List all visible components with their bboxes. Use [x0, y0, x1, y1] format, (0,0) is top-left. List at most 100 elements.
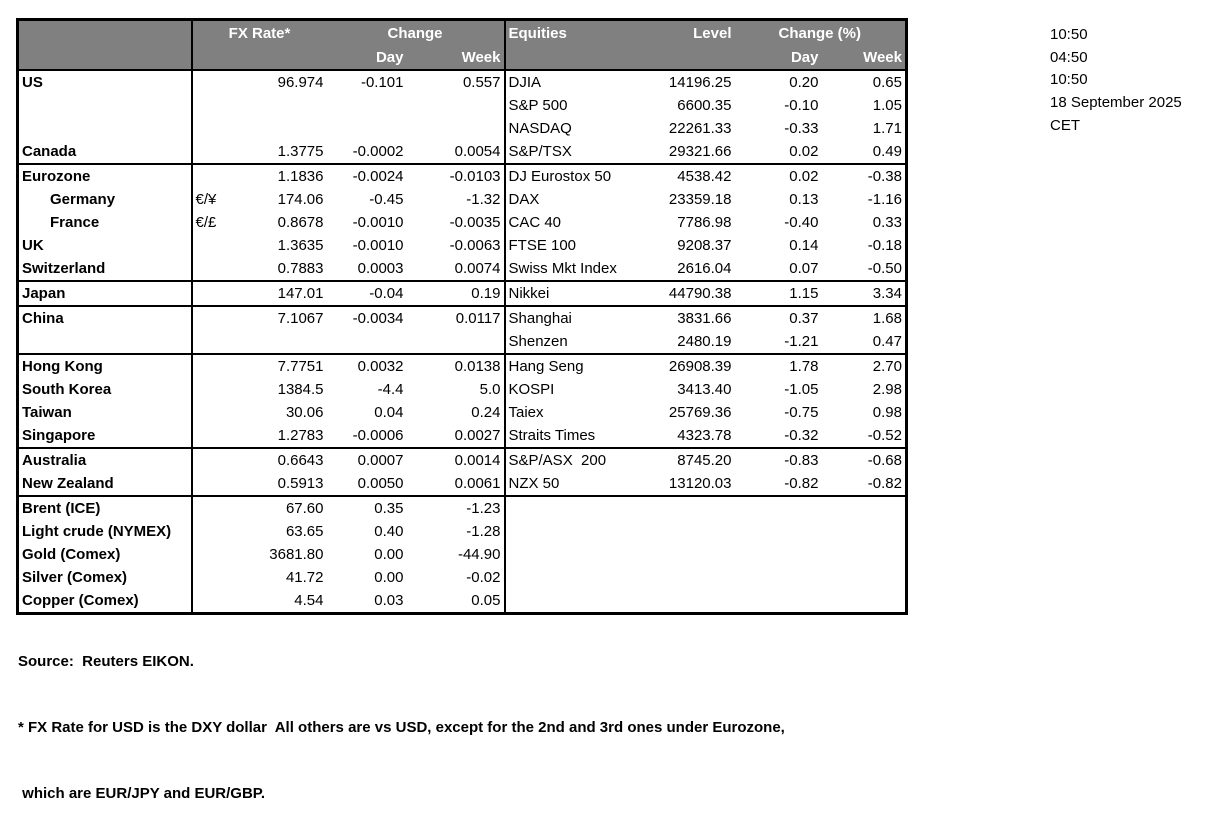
equity-day-cell: 1.78	[734, 353, 822, 378]
equity-level-cell: 22261.33	[668, 120, 732, 137]
table-row: Gold (Comex) 3681.80 0.00 -44.90	[18, 543, 907, 566]
equity-name-cell: NZX 50	[503, 472, 665, 496]
blank-header-cell	[221, 45, 327, 71]
fx-week-cell: -44.90	[457, 546, 501, 563]
equities-week-header: Week	[821, 45, 907, 71]
equity-name-cell: S&P 500	[503, 94, 665, 117]
equity-day-cell	[735, 520, 822, 543]
equity-name-cell	[503, 589, 665, 614]
table-row: Taiwan 30.06 0.04 0.24 Taiex 25769.36 -0.75 0.9…	[18, 401, 907, 424]
equity-name-cell: DJ Eurostox 50	[503, 163, 665, 188]
equity-day-cell: -0.82	[784, 475, 819, 492]
equity-day-cell: -0.32	[784, 427, 819, 444]
equity-name-cell	[503, 520, 665, 543]
fx-rate-cell: 7.7751	[221, 353, 327, 378]
equity-day-cell: 0.07	[789, 260, 819, 277]
fx-rate-cell: 1.1836	[221, 163, 327, 188]
fx-pair-cell	[190, 330, 222, 354]
table-row: S&P 500 6600.35 -0.10 1.05	[18, 94, 907, 117]
fx-country-cell: UK	[22, 237, 44, 254]
fx-day-cell: -0.0010	[352, 214, 404, 231]
fx-rate-cell: 0.7883	[277, 260, 324, 277]
equity-name-cell	[503, 495, 665, 520]
fx-country-cell: Taiwan	[22, 404, 72, 421]
fx-rate-cell	[222, 94, 327, 117]
equity-level-cell: 25769.36	[668, 404, 732, 421]
equity-day-cell: 0.02	[789, 143, 819, 160]
fx-country-cell: Canada	[22, 143, 77, 160]
fx-country-cell: Australia	[17, 447, 192, 472]
footer-notes: Source: Reuters EIKON. * FX Rate for USD…	[18, 607, 785, 827]
equity-week-cell: -0.52	[867, 427, 902, 444]
equity-week-cell: 2.70	[821, 353, 907, 378]
fx-rate-cell: 147.01	[221, 280, 327, 306]
table-row: South Korea 1384.5 -4.4 5.0 KOSPI 3413.40 -1.0…	[18, 378, 907, 401]
fx-rate-cell: 41.72	[285, 569, 324, 586]
blank-header-cell	[17, 19, 192, 45]
fx-pair-cell	[190, 447, 222, 472]
table-row: Eurozone 1.1836 -0.0024 -0.0103 DJ Eurostox …	[17, 163, 907, 188]
equity-week-cell	[822, 520, 907, 543]
fx-week-cell: 0.557	[462, 74, 501, 91]
table-row: US 96.974 -0.101 0.557 DJIA 14196.25 0.20 0.65	[18, 70, 907, 94]
fx-day-cell: -0.45	[369, 191, 404, 208]
equity-level-cell: 26908.39	[664, 353, 735, 378]
table-row: Copper (Comex) 4.54 0.03 0.05	[18, 589, 907, 614]
equities-header: Equities	[503, 19, 665, 45]
fx-pair-cell	[190, 520, 222, 543]
fx-pair-cell	[190, 589, 222, 614]
equity-week-cell: 2.98	[872, 381, 902, 398]
fx-country-cell: Gold (Comex)	[22, 546, 121, 563]
timestamp-line: 10:50	[1050, 71, 1088, 89]
fx-country-cell: South Korea	[22, 381, 112, 398]
equity-day-cell	[734, 495, 822, 520]
equity-day-cell: -0.83	[734, 447, 822, 472]
fx-day-cell: -0.04	[326, 280, 407, 306]
market-summary-table-wrap: FX Rate* Change Equities Level Change (%…	[16, 18, 908, 615]
equity-day-cell: 0.13	[789, 191, 819, 208]
equity-week-cell: 0.65	[872, 74, 902, 91]
fx-week-cell: 0.0061	[454, 475, 501, 492]
equity-name-cell: NASDAQ	[503, 117, 665, 140]
equity-name-cell: Nikkei	[503, 280, 665, 306]
table-row: Light crude (NYMEX) 63.65 0.40 -1.28	[18, 520, 907, 543]
fx-day-cell: -0.0010	[352, 237, 404, 254]
equity-level-cell	[665, 543, 735, 566]
fx-day-cell	[327, 330, 407, 354]
fx-day-cell: 0.03	[374, 592, 404, 609]
equity-level-cell: 29321.66	[668, 143, 732, 160]
fx-pair-cell: €/¥	[190, 188, 222, 211]
table-row: Germany €/¥ 174.06 -0.45 -1.32 DAX 23359.18 0.1…	[18, 188, 907, 211]
equity-level-cell: 14196.25	[668, 74, 732, 91]
fx-week-cell	[407, 94, 505, 117]
fx-country-cell: US	[22, 74, 43, 91]
fx-country-cell	[18, 330, 192, 354]
table-row: Singapore 1.2783 -0.0006 0.0027 Straits Time…	[18, 424, 907, 448]
fx-day-cell: 0.0007	[326, 447, 407, 472]
fx-rate-cell: 3681.80	[269, 546, 324, 563]
fx-day-cell: -0.0002	[352, 143, 404, 160]
table-row: France €/£ 0.8678 -0.0010 -0.0035 CAC 40 7786.…	[18, 211, 907, 234]
fx-country-cell: Copper (Comex)	[22, 592, 139, 609]
fx-pair-cell	[190, 305, 222, 330]
table-row: Australia 0.6643 0.0007 0.0014 S&P/ASX 200 87…	[17, 447, 907, 472]
equity-week-cell: 0.33	[872, 214, 902, 231]
equity-day-cell: -1.05	[784, 381, 819, 398]
fx-country-cell	[18, 94, 192, 117]
fx-day-cell: -0.0034	[326, 305, 407, 330]
footnote-line-2: which are EUR/JPY and EUR/GBP.	[18, 785, 266, 802]
fx-day-cell: 0.40	[374, 523, 404, 540]
fx-rate-cell: 0.8678	[277, 214, 324, 231]
fx-day-cell: -0.0024	[326, 163, 407, 188]
fx-week-cell: -1.32	[466, 191, 501, 208]
equity-week-cell: 3.34	[821, 280, 907, 306]
equity-day-cell: 0.14	[789, 237, 819, 254]
fx-country-cell: China	[17, 305, 192, 330]
fx-country-cell: Germany	[50, 191, 116, 208]
equity-name-cell: Taiex	[503, 401, 665, 424]
fx-week-cell: 0.0014	[406, 447, 505, 472]
fx-country-cell: Silver (Comex)	[22, 569, 128, 586]
equity-week-cell: -0.38	[821, 163, 907, 188]
equity-day-cell: -1.21	[784, 333, 819, 350]
fx-day-cell: -0.0006	[352, 427, 404, 444]
